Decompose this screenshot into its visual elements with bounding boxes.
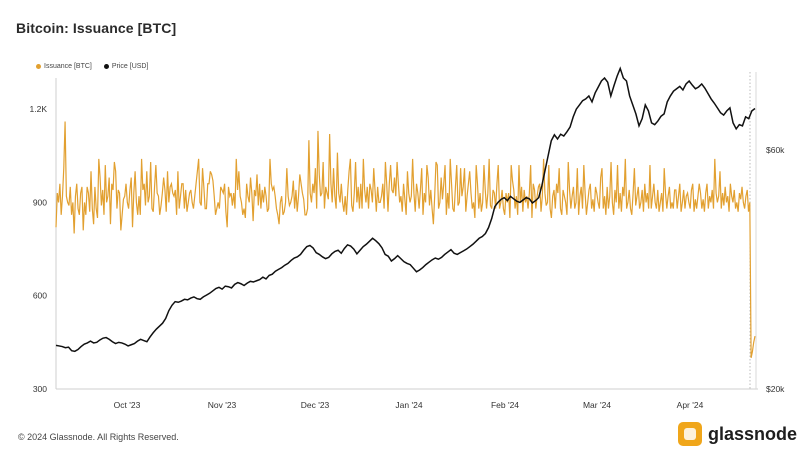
issuance-series-line (55, 121, 756, 359)
y-left-tick-label: 900 (33, 197, 47, 207)
x-tick-label: Nov '23 (208, 400, 237, 410)
legend: Issuance [BTC] Price [USD] (36, 63, 148, 70)
legend-item-issuance[interactable]: Issuance [BTC] (36, 63, 92, 70)
legend-item-price[interactable]: Price [USD] (103, 63, 149, 70)
y-left-tick-label: 600 (33, 291, 47, 301)
y-left-ticks: 300 600 900 1.2K (30, 104, 48, 394)
y-right-ticks: $20k $60k (766, 145, 785, 394)
price-series-line (55, 66, 756, 353)
x-tick-label: Oct '23 (114, 400, 141, 410)
y-right-tick-label: $20k (766, 384, 785, 394)
x-tick-label: Jan '24 (395, 400, 422, 410)
chart-title: Bitcoin: Issuance [BTC] (16, 20, 177, 36)
x-ticks: Oct '23 Nov '23 Dec '23 Jan '24 Feb '24 Mar '… (114, 400, 704, 410)
brand-name: glassnode (707, 423, 797, 444)
x-tick-label: Feb '24 (491, 400, 519, 410)
legend-dot-issuance (36, 64, 41, 69)
x-tick-label: Dec '23 (301, 400, 330, 410)
y-right-tick-label: $60k (766, 145, 785, 155)
legend-label-issuance: Issuance [BTC] (44, 63, 92, 70)
brand-logo-icon (677, 422, 702, 446)
y-left-tick-label: 300 (33, 384, 47, 394)
x-tick-label: Apr '24 (677, 400, 704, 410)
legend-label-price: Price [USD] (111, 63, 149, 70)
y-left-tick-label: 1.2K (30, 104, 48, 114)
x-tick-label: Mar '24 (583, 400, 611, 410)
legend-dot-price (103, 64, 109, 69)
brand-logo: glassnode (677, 422, 797, 446)
copyright-footer: © 2024 Glassnode. All Rights Reserved. (18, 432, 179, 442)
